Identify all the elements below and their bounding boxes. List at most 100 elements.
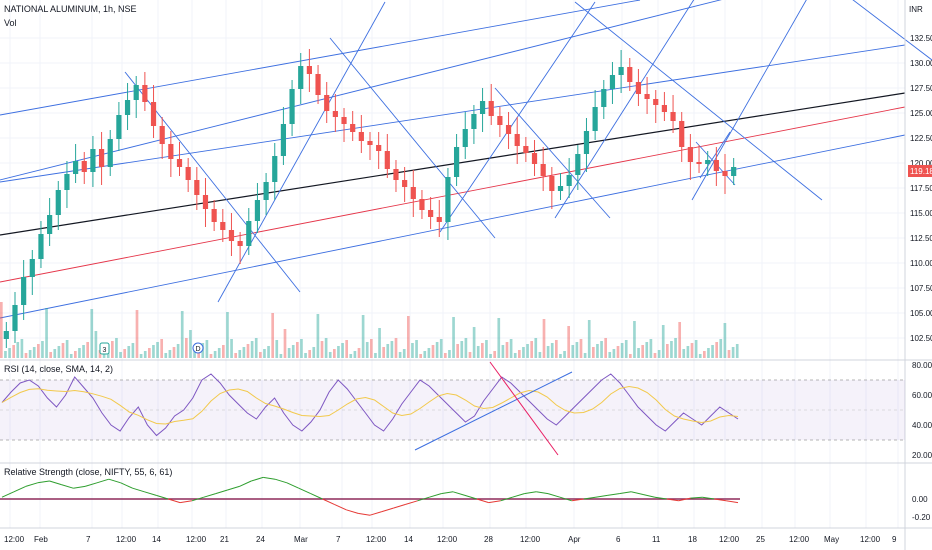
volume-bar [193, 349, 196, 358]
candle-body [306, 66, 312, 74]
time-tick-0: 12:00 [4, 535, 25, 544]
price-tick-0: 132.50 [910, 34, 932, 43]
volume-bar [8, 348, 11, 358]
volume-bar [727, 350, 731, 358]
volume-bar [24, 353, 28, 358]
volume-bar [308, 350, 312, 358]
volume-bar [575, 342, 579, 358]
rs-segment [631, 491, 644, 495]
time-axis[interactable]: 12:00 Feb 7 12:00 14 12:00 21 24 Mar 7 12:00 14 12:0… [4, 535, 897, 544]
volume-bar [439, 339, 443, 358]
volume-bar [612, 349, 616, 358]
volume-bar [505, 342, 509, 358]
volume-bar [328, 352, 332, 358]
rs-segment [393, 503, 406, 509]
rs-tick-0: 0.00 [912, 495, 928, 504]
rs-segment [215, 489, 228, 495]
candle-body [488, 101, 494, 116]
candle-body [713, 160, 719, 171]
volume-bar [111, 341, 114, 358]
candle-body [194, 180, 200, 195]
rs-segment [108, 478, 121, 484]
candle-body [73, 161, 79, 174]
rs-tick-1: -0.20 [912, 513, 931, 522]
symbol-title[interactable]: NATIONAL ALUMINUM, 1h, NSE [4, 4, 137, 14]
rs-segment [559, 496, 572, 502]
rs-segment [322, 498, 335, 505]
candle-body [731, 167, 737, 176]
volume-bar [98, 350, 102, 358]
trendline-10 [494, 87, 611, 219]
candle-body [150, 102, 157, 126]
volume-bar [538, 352, 542, 358]
volume-bar [567, 326, 571, 358]
volume-bar [468, 352, 472, 358]
volume-bar [624, 340, 628, 358]
candle-body [246, 221, 252, 246]
volume-bar [686, 346, 690, 358]
price-tick-10: 107.50 [910, 284, 932, 293]
volume-bar [143, 351, 147, 358]
volume-bar [164, 353, 168, 358]
candle-body [272, 156, 278, 182]
candle-body [237, 241, 243, 246]
candle-body [12, 305, 18, 331]
rs-title[interactable]: Relative Strength (close, NIFTY, 55, 6, … [4, 467, 172, 477]
rs-segment [571, 498, 584, 502]
candle-body [159, 126, 165, 144]
volume-bar [333, 349, 336, 358]
candle-body [289, 89, 295, 124]
price-tick-2: 127.50 [910, 84, 932, 93]
price-axis[interactable]: 132.50 130.00 127.50 125.00 122.50 120.00 117.… [910, 34, 932, 343]
volume-bar [559, 354, 562, 358]
time-tick-6: 21 [220, 535, 229, 544]
time-tick-23: 12:00 [860, 535, 881, 544]
volume-bar [694, 340, 698, 358]
time-tick-18: 18 [688, 535, 697, 544]
candle-body [497, 116, 503, 125]
volume-bar [316, 314, 320, 358]
volume-bar [493, 351, 497, 358]
volume-bar [160, 339, 164, 358]
volume-bar [45, 308, 48, 358]
candle-body [410, 187, 416, 199]
candle-body [263, 182, 269, 200]
volume-label[interactable]: Vol [4, 18, 17, 28]
volume-marker-3[interactable]: 3 [99, 342, 110, 355]
candle-body [29, 259, 35, 277]
volume-bar [398, 352, 402, 358]
volume-bar [12, 345, 16, 358]
rsi-ma-line [1, 385, 739, 425]
volume-bar [275, 340, 279, 358]
volume-bar [37, 344, 40, 358]
volume-bar [530, 341, 534, 358]
candle-body [453, 147, 460, 177]
rsi-axis[interactable]: 80.00 60.00 40.00 20.00 [912, 361, 932, 460]
volume-bar [361, 315, 365, 358]
volume-bar [242, 347, 246, 358]
volume-bar [304, 353, 307, 358]
rs-segment [286, 482, 299, 489]
candle-body [384, 151, 390, 169]
candle-body [176, 159, 183, 167]
rsi-title[interactable]: RSI (14, close, SMA, 14, 2) [4, 364, 113, 374]
volume-marker-d[interactable]: D [192, 342, 204, 354]
volume-bar [0, 302, 3, 358]
volume-bar [411, 343, 414, 358]
candle-body [107, 139, 113, 167]
volume-bar [452, 317, 455, 358]
time-tick-15: Apr [568, 535, 581, 544]
volume-bar [205, 340, 209, 358]
candle-body [393, 169, 399, 180]
volume-bar [291, 345, 295, 358]
volume-bar [649, 339, 653, 358]
time-tick-17: 11 [652, 535, 661, 544]
volume-bar [587, 320, 591, 358]
trendline-3 [0, 106, 906, 283]
rs-axis[interactable]: 0.00 -0.20 [912, 495, 931, 522]
price-tick-6: 117.50 [910, 184, 932, 193]
volume-bar [563, 351, 566, 358]
volume-bar [4, 351, 7, 358]
time-tick-8: Mar [294, 535, 308, 544]
